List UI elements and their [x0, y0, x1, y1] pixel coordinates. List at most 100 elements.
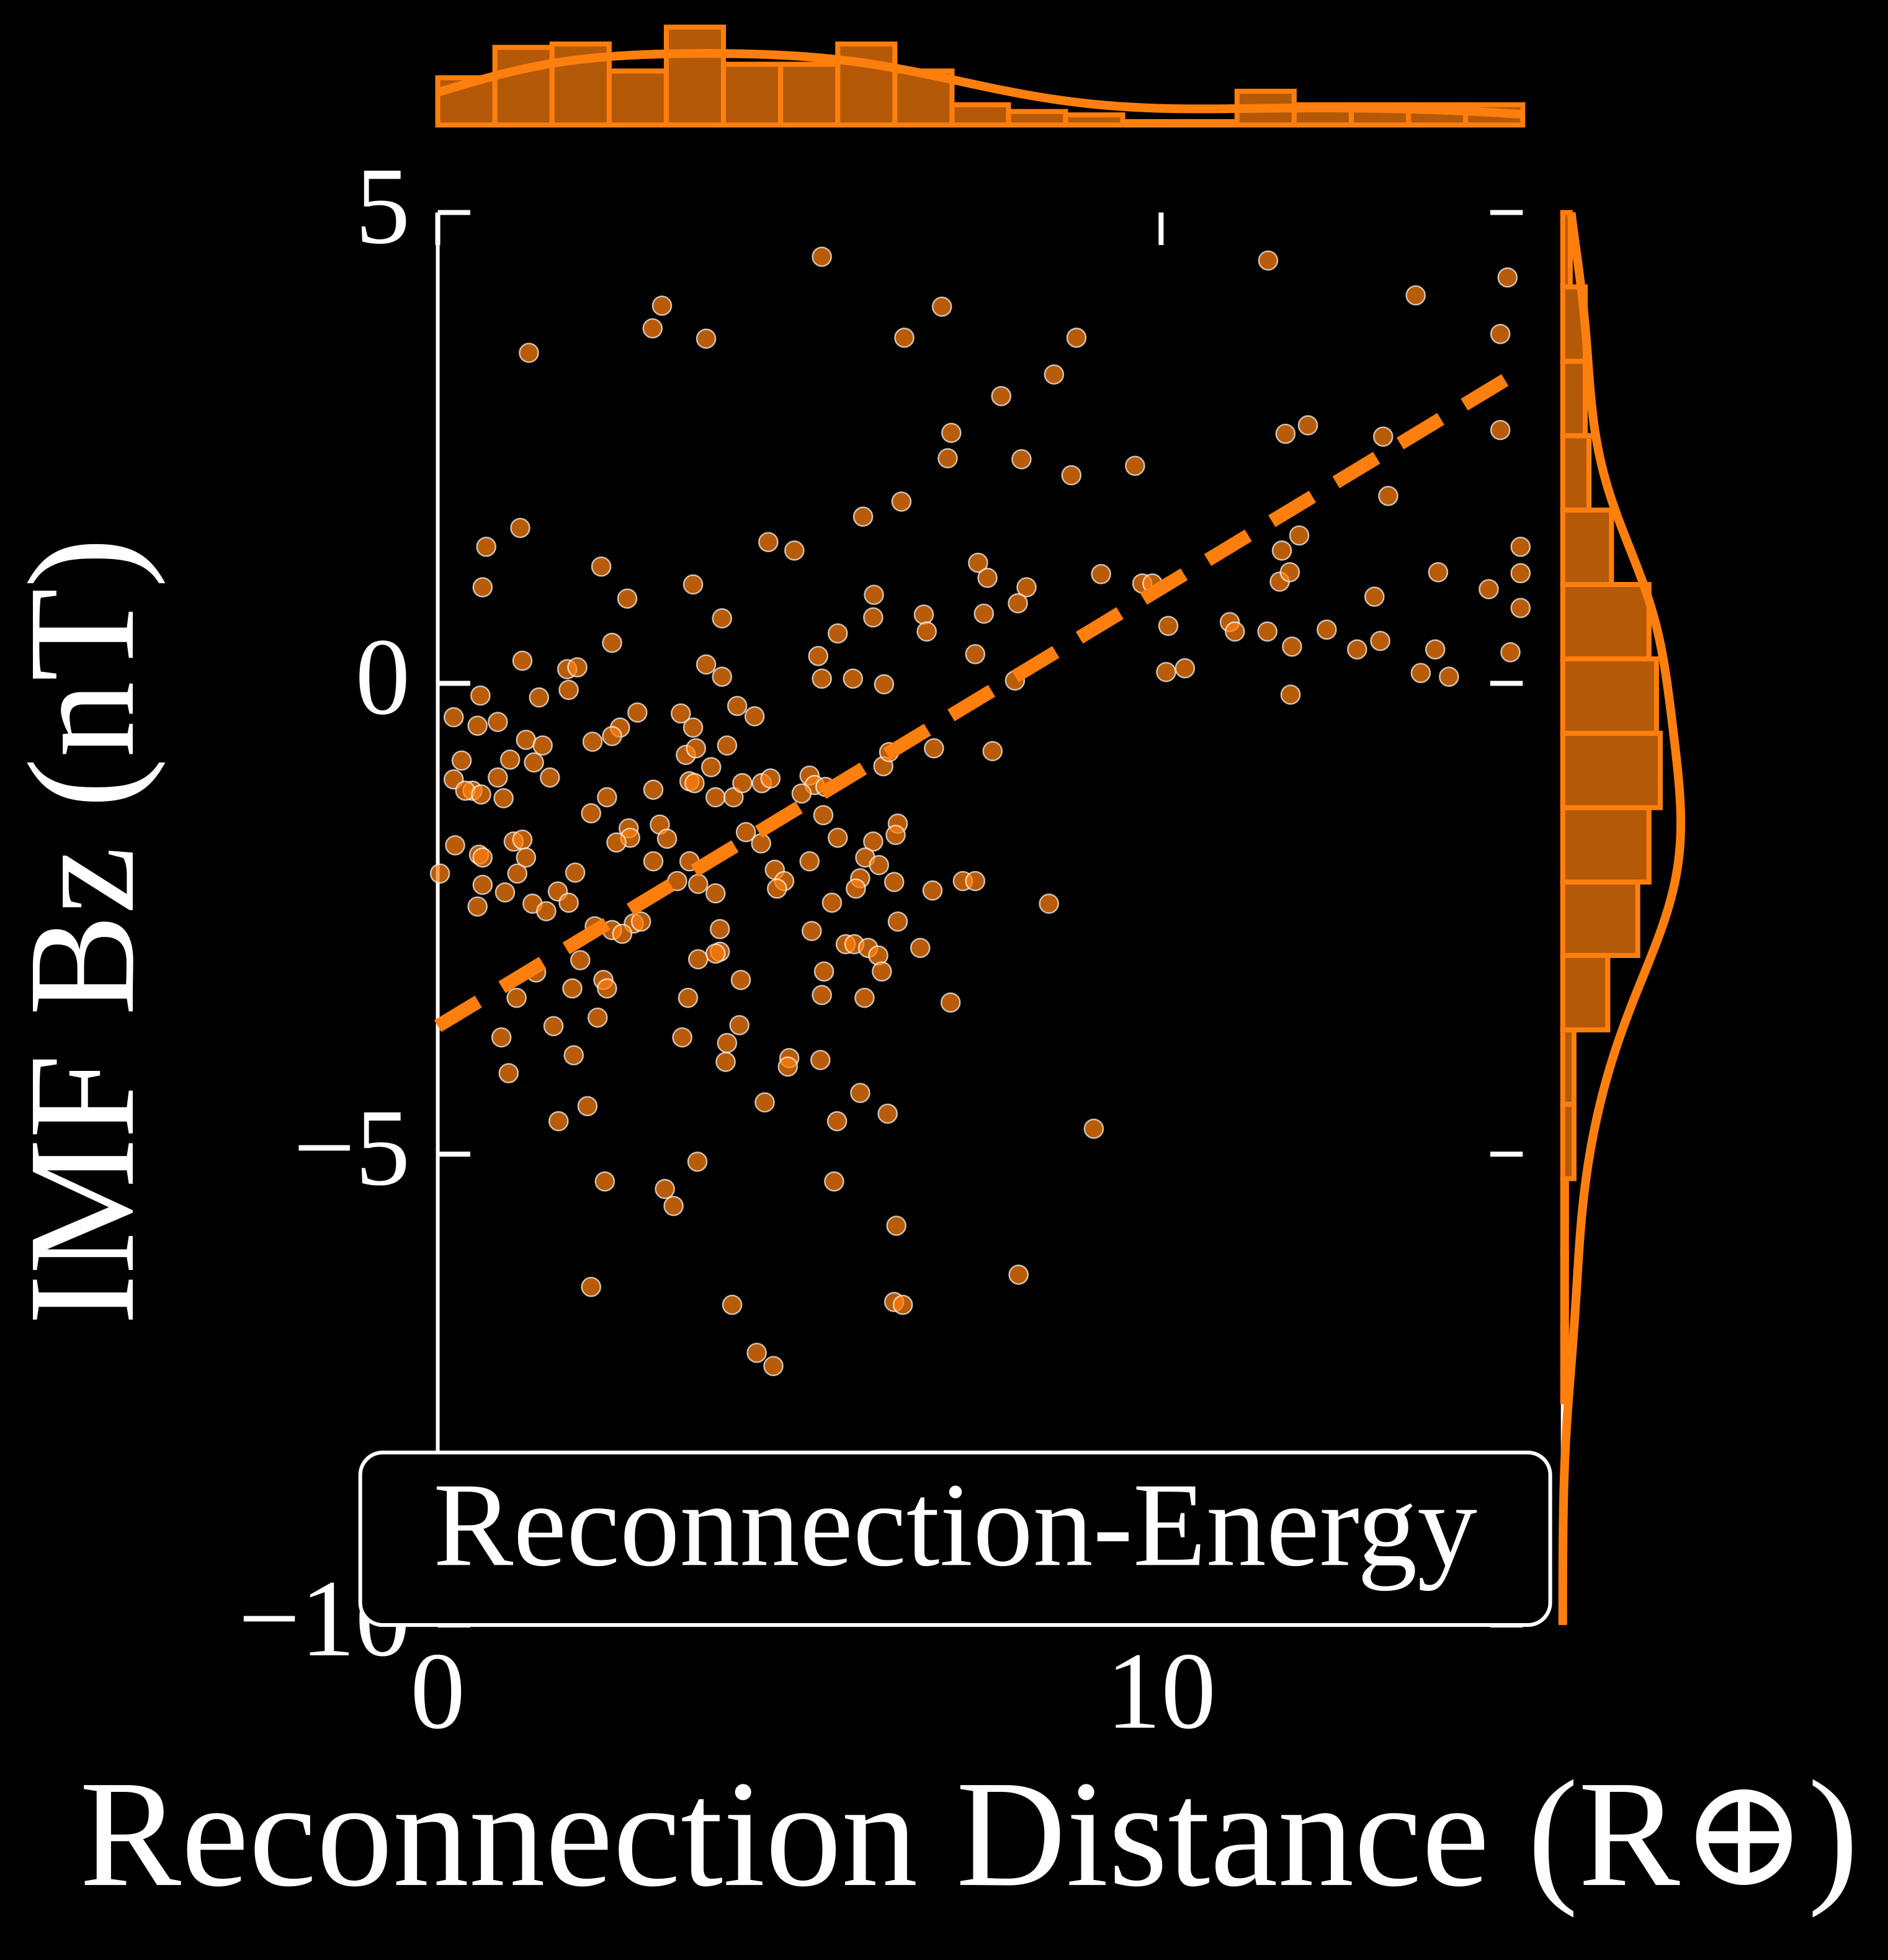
point: [812, 246, 832, 267]
point: [519, 342, 539, 363]
point: [548, 1111, 569, 1132]
point: [1378, 486, 1398, 506]
point: [532, 735, 553, 756]
point: [821, 892, 843, 913]
point: [717, 735, 738, 756]
point: [429, 863, 450, 884]
point: [672, 1027, 692, 1048]
point: [799, 851, 820, 872]
point: [524, 752, 544, 773]
point: [594, 1171, 615, 1192]
point: [874, 674, 895, 695]
point: [722, 1294, 743, 1315]
point: [801, 921, 822, 941]
point: [558, 679, 579, 700]
point: [784, 540, 805, 561]
axes: 50−5−100 10: [238, 145, 1523, 1752]
point: [729, 1014, 750, 1036]
point: [471, 784, 491, 805]
point: [510, 517, 530, 539]
point: [1282, 636, 1302, 657]
histogram-bar: [1006, 109, 1068, 128]
point: [498, 1063, 519, 1084]
point: [709, 919, 730, 939]
point: [913, 604, 934, 625]
point: [1016, 577, 1037, 597]
point: [1510, 597, 1531, 619]
point: [612, 923, 633, 944]
kde-curve: [1558, 212, 1686, 1626]
point: [536, 901, 557, 921]
point: [562, 978, 583, 999]
point: [597, 978, 617, 999]
point: [863, 831, 884, 852]
histogram-bar: [1560, 1176, 1569, 1256]
point: [642, 318, 663, 339]
point: [973, 603, 995, 624]
overlay: Reconnection-Energy: [358, 1451, 1552, 1627]
point: [846, 878, 866, 899]
point: [472, 847, 493, 868]
point: [581, 1276, 602, 1297]
y-tick-label: 5: [356, 145, 411, 267]
point: [563, 1045, 584, 1066]
histogram-bar: [1560, 433, 1592, 513]
marks: [429, 24, 1686, 1626]
point: [1479, 579, 1499, 599]
point: [1490, 323, 1511, 344]
point: [744, 706, 765, 727]
point: [812, 985, 832, 1006]
point: [1317, 619, 1337, 640]
point: [1428, 562, 1449, 583]
point: [813, 961, 834, 982]
point: [570, 950, 591, 970]
point: [746, 1343, 767, 1363]
point: [843, 668, 864, 689]
point: [931, 296, 952, 317]
point: [1279, 562, 1300, 583]
point: [687, 949, 709, 970]
point: [727, 696, 748, 717]
point: [1280, 684, 1301, 705]
point: [1039, 893, 1059, 914]
histogram-bar: [1560, 1027, 1577, 1107]
histogram-bar: [1560, 656, 1659, 736]
point: [476, 536, 496, 557]
point: [1044, 364, 1065, 385]
point: [1061, 465, 1082, 486]
point: [1346, 639, 1367, 660]
point: [1490, 419, 1511, 441]
point: [891, 491, 912, 512]
point: [894, 328, 915, 348]
point: [850, 1083, 870, 1103]
point: [529, 687, 550, 708]
point: [656, 828, 678, 849]
point: [705, 943, 726, 964]
point: [507, 863, 528, 884]
regression-line: [434, 369, 1516, 1032]
point: [712, 608, 733, 629]
histogram-bar: [1120, 119, 1183, 128]
point: [1370, 630, 1390, 651]
point: [922, 880, 943, 901]
point: [663, 1196, 684, 1217]
point: [1405, 285, 1426, 306]
histogram-bar: [1560, 210, 1573, 290]
point: [1091, 563, 1111, 584]
point: [968, 552, 988, 573]
point: [643, 779, 664, 800]
point: [655, 1179, 675, 1199]
point: [494, 882, 516, 903]
point: [488, 767, 508, 788]
histogram-bar: [1560, 359, 1588, 439]
histogram-bar: [835, 41, 898, 128]
point: [1158, 615, 1179, 637]
point: [717, 1032, 738, 1054]
point: [751, 833, 772, 854]
point: [451, 750, 472, 771]
point: [1439, 666, 1459, 687]
point: [758, 532, 779, 553]
point: [591, 556, 612, 577]
